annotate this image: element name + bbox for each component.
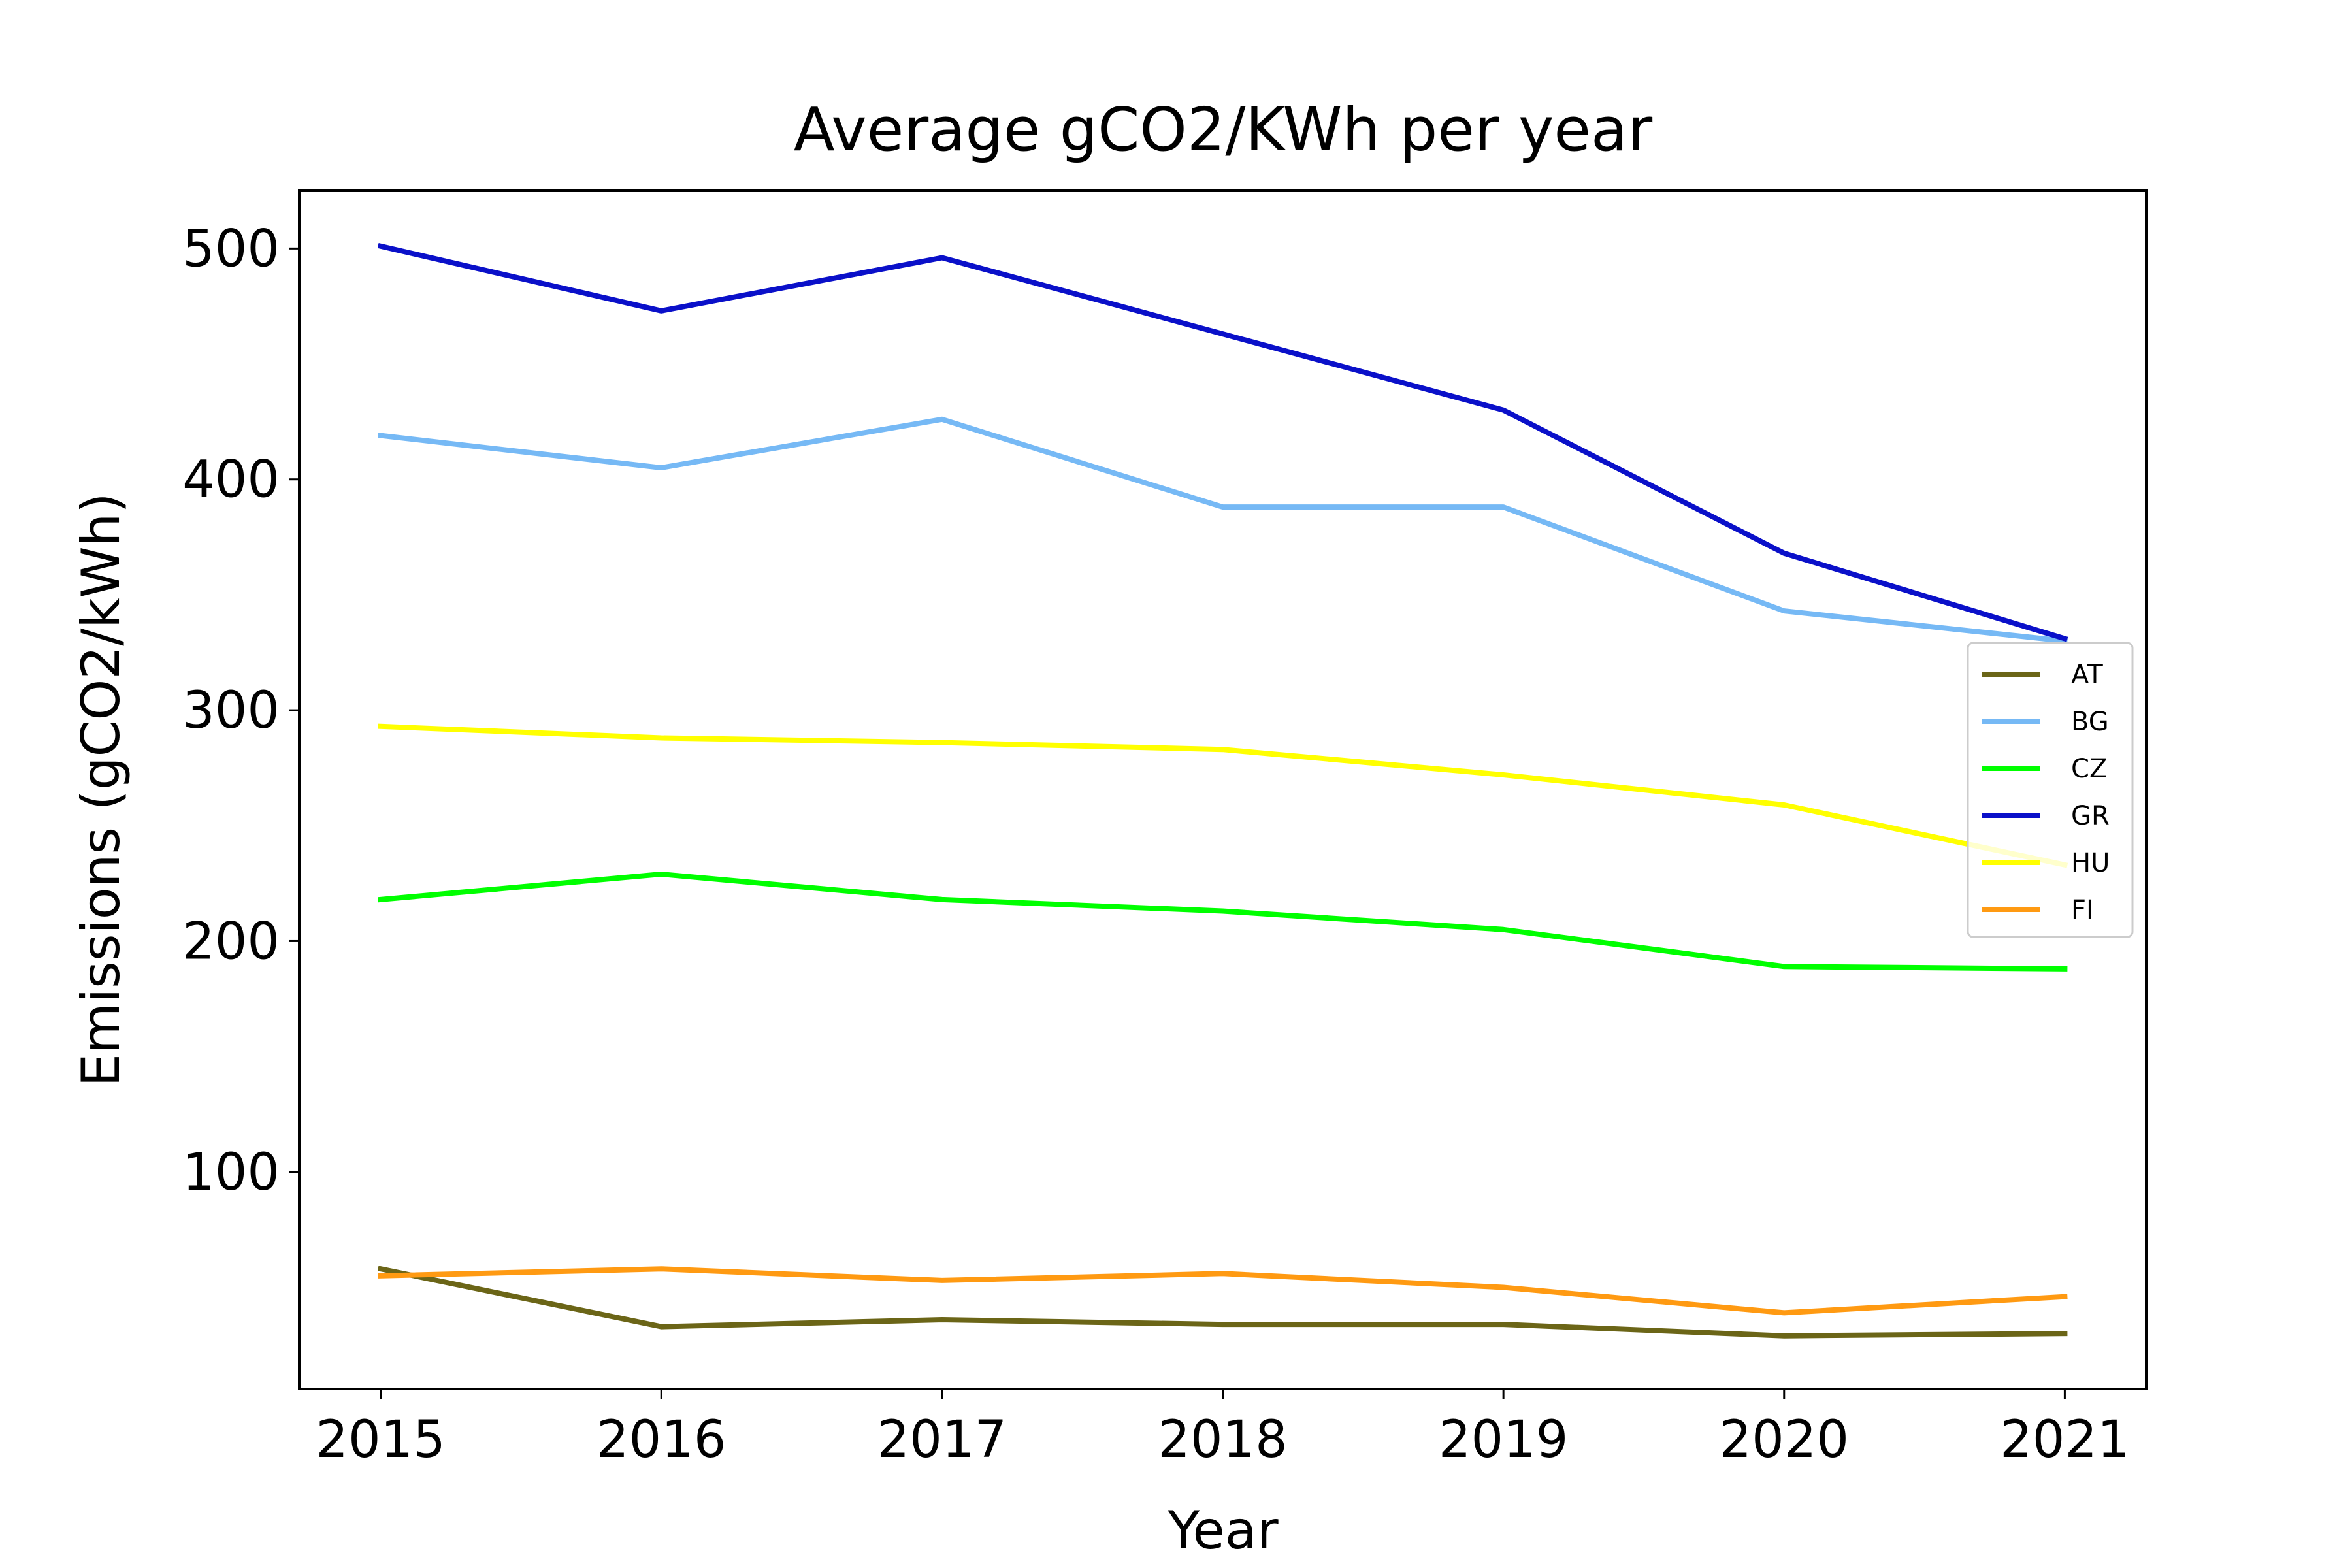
legend-label-cz: CZ [2071, 754, 2107, 784]
legend-label-hu: HU [2071, 848, 2110, 878]
series-line-at [377, 1266, 2068, 1339]
plot-series-group [377, 243, 2068, 1339]
series-line-cz [378, 872, 2068, 972]
legend: AT BG CZ GR HU FI [1967, 642, 2134, 938]
y-tick-label: 400 [182, 451, 280, 510]
y-axis: 100 200 300 400 500 [182, 220, 299, 1202]
legend-label-bg: BG [2071, 707, 2109, 737]
x-axis-label: Year [1167, 1500, 1278, 1561]
x-tick-label: 2020 [1720, 1411, 1850, 1469]
series-line-bg [378, 416, 2068, 644]
x-tick-label: 2015 [316, 1411, 446, 1469]
x-tick-label: 2021 [2000, 1411, 2130, 1469]
legend-box [1967, 642, 2134, 938]
x-axis: 2015 2016 2017 2018 2019 2020 2021 [316, 1389, 2130, 1469]
y-tick-label: 200 [182, 912, 280, 971]
legend-label-fi: FI [2071, 895, 2094, 925]
x-tick-label: 2018 [1158, 1411, 1288, 1469]
legend-label-gr: GR [2071, 801, 2110, 831]
y-tick-label: 300 [182, 681, 280, 740]
legend-label-at: AT [2071, 660, 2103, 690]
x-tick-label: 2019 [1439, 1411, 1569, 1469]
chart-title: Average gCO2/KWh per year [794, 95, 1653, 165]
y-tick-label: 100 [182, 1143, 280, 1202]
y-axis-label: Emissions (gCO2/kWh) [71, 493, 131, 1086]
x-tick-label: 2016 [596, 1411, 727, 1469]
y-tick-label: 500 [182, 220, 280, 278]
x-tick-label: 2017 [877, 1411, 1007, 1469]
series-line-hu [378, 723, 2068, 868]
series-line-gr [377, 243, 2068, 642]
series-line-fi [378, 1266, 2068, 1316]
